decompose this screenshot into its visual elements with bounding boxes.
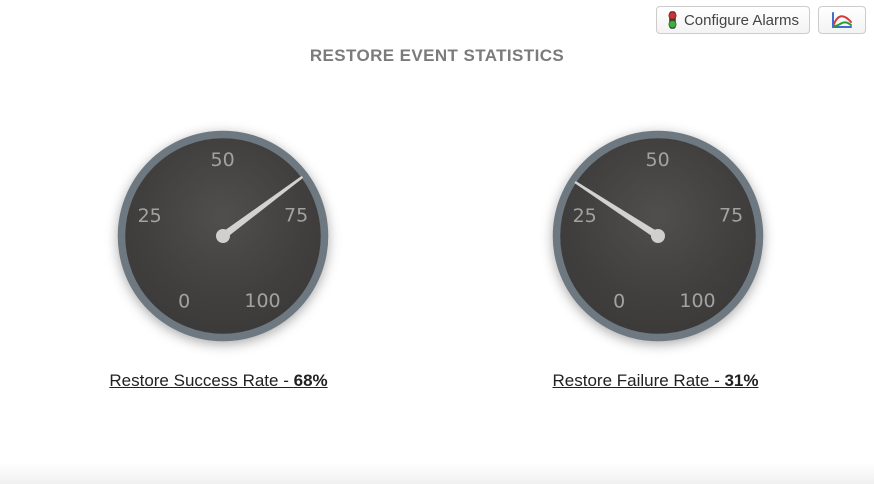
gauge-tick-label: 100 xyxy=(679,290,715,312)
gauge-tick-label: 50 xyxy=(211,149,235,171)
gauge-tick-label: 75 xyxy=(284,204,308,226)
configure-alarms-label: Configure Alarms xyxy=(683,11,799,29)
bottom-divider-band xyxy=(0,462,874,484)
restore-failure-rate-value: 31% xyxy=(724,371,759,390)
gauge-tick-label: 25 xyxy=(573,205,597,227)
restore-success-rate-label: Restore Success Rate - xyxy=(109,371,294,390)
gauge-tick-label: 25 xyxy=(138,205,162,227)
gauge-tick-labels: 0 25 50 75 100 xyxy=(573,149,744,312)
gauge-tick-labels: 0 25 50 75 100 xyxy=(138,149,309,312)
restore-success-rate-value: 68% xyxy=(293,371,328,390)
page-title: RESTORE EVENT STATISTICS xyxy=(309,46,565,65)
gauge-tick-label: 0 xyxy=(178,290,190,312)
gauge-tick-label: 75 xyxy=(719,204,743,226)
gauge-hub xyxy=(651,229,665,243)
gauge-tick-label: 50 xyxy=(646,149,670,171)
restore-success-rate-link[interactable]: Restore Success Rate - 68% xyxy=(109,371,327,390)
configure-alarms-button[interactable]: Configure Alarms xyxy=(655,6,810,34)
gauge-tick-label: 0 xyxy=(613,290,625,312)
traffic-light-icon xyxy=(667,11,678,29)
line-chart-icon xyxy=(830,11,854,30)
gauge-needle xyxy=(224,175,304,236)
gauge-restore-success-rate: 0 25 50 75 100 xyxy=(117,130,329,342)
restore-failure-rate-label: Restore Failure Rate - xyxy=(552,371,725,390)
gauge-needle xyxy=(574,180,656,237)
gauge-tick-label: 100 xyxy=(244,290,280,312)
chart-view-button[interactable] xyxy=(818,6,866,34)
gauge-hub xyxy=(216,229,230,243)
gauge-restore-failure-rate: 0 25 50 75 100 xyxy=(552,130,764,342)
gauge-caption-success: Restore Success Rate - 68% xyxy=(0,371,437,391)
gauge-caption-failure: Restore Failure Rate - 31% xyxy=(437,371,874,391)
restore-failure-rate-link[interactable]: Restore Failure Rate - 31% xyxy=(553,371,759,390)
toolbar: Configure Alarms xyxy=(655,6,866,34)
